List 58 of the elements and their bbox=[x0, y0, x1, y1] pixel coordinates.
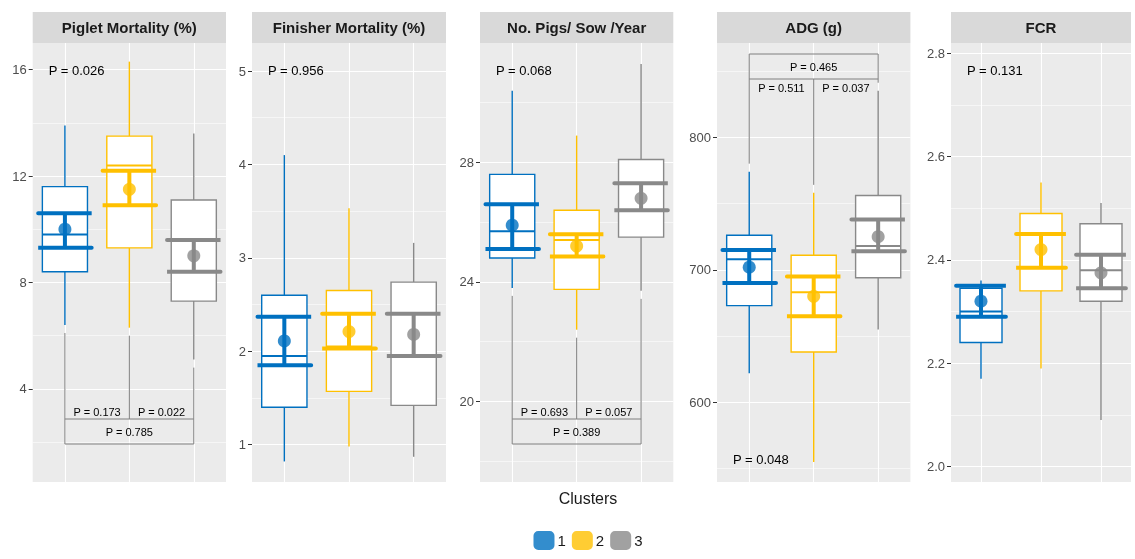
annotation: P = 0.068 bbox=[496, 62, 552, 78]
y-tick-label: 2.8 bbox=[926, 45, 945, 61]
y-tick-label: 2.2 bbox=[926, 355, 945, 371]
annotation: P = 0.048 bbox=[733, 451, 790, 467]
point bbox=[342, 325, 356, 339]
legend-title: Clusters bbox=[558, 489, 618, 507]
point bbox=[277, 334, 291, 348]
chart-title: ADG (g) bbox=[785, 19, 843, 36]
y-tick-label: 12 bbox=[12, 168, 27, 184]
point bbox=[1094, 266, 1108, 280]
point bbox=[743, 260, 757, 274]
chart-title: FCR bbox=[1025, 19, 1057, 36]
point bbox=[807, 289, 821, 303]
chart-title: Finisher Mortality (%) bbox=[272, 19, 425, 36]
y-tick-label: 3 bbox=[238, 250, 246, 266]
annotation: P = 0.022 bbox=[137, 405, 186, 418]
y-tick-label: 2 bbox=[238, 343, 246, 359]
y-tick-label: 2.6 bbox=[926, 149, 945, 165]
point bbox=[58, 222, 72, 236]
y-tick-label: 800 bbox=[689, 129, 712, 145]
annotation: P = 0.037 bbox=[822, 81, 870, 94]
annotation: P = 0.693 bbox=[520, 405, 569, 418]
chart-title: Piglet Mortality (%) bbox=[61, 19, 197, 36]
point bbox=[974, 294, 988, 308]
point bbox=[634, 191, 648, 205]
y-tick-label: 1 bbox=[238, 437, 246, 453]
chart-title: No. Pigs/ Sow /Year bbox=[507, 19, 647, 36]
point bbox=[505, 218, 519, 232]
annotation: P = 0.389 bbox=[553, 425, 601, 438]
y-tick-label: 20 bbox=[459, 393, 474, 409]
annotation: P = 0.956 bbox=[267, 62, 324, 78]
point bbox=[570, 239, 584, 253]
y-tick-label: 4 bbox=[238, 156, 246, 172]
annotation: P = 0.173 bbox=[73, 405, 121, 418]
legend-label: 1 bbox=[557, 532, 566, 549]
legend-label: 2 bbox=[595, 532, 605, 549]
point bbox=[871, 230, 885, 244]
y-tick-label: 24 bbox=[459, 274, 474, 290]
annotation: P = 0.511 bbox=[758, 81, 805, 94]
point bbox=[406, 327, 420, 341]
annotation: P = 0.785 bbox=[105, 425, 153, 438]
y-tick-label: 2.0 bbox=[926, 459, 945, 475]
point bbox=[187, 249, 201, 263]
legend-label: 3 bbox=[634, 532, 643, 549]
y-tick-label: 5 bbox=[238, 63, 246, 79]
y-tick-label: 28 bbox=[459, 154, 474, 170]
annotation: P = 0.131 bbox=[966, 62, 1023, 78]
y-tick-label: 2.4 bbox=[926, 252, 945, 268]
point bbox=[1034, 243, 1048, 257]
annotation: P = 0.026 bbox=[48, 62, 105, 78]
annotation: P = 0.465 bbox=[790, 60, 838, 73]
y-tick-label: 4 bbox=[19, 381, 27, 397]
point bbox=[122, 182, 136, 196]
y-tick-label: 8 bbox=[19, 274, 27, 290]
annotation: P = 0.057 bbox=[585, 405, 633, 418]
y-tick-label: 700 bbox=[689, 262, 712, 278]
y-tick-label: 600 bbox=[689, 394, 712, 410]
y-tick-label: 16 bbox=[12, 62, 27, 78]
